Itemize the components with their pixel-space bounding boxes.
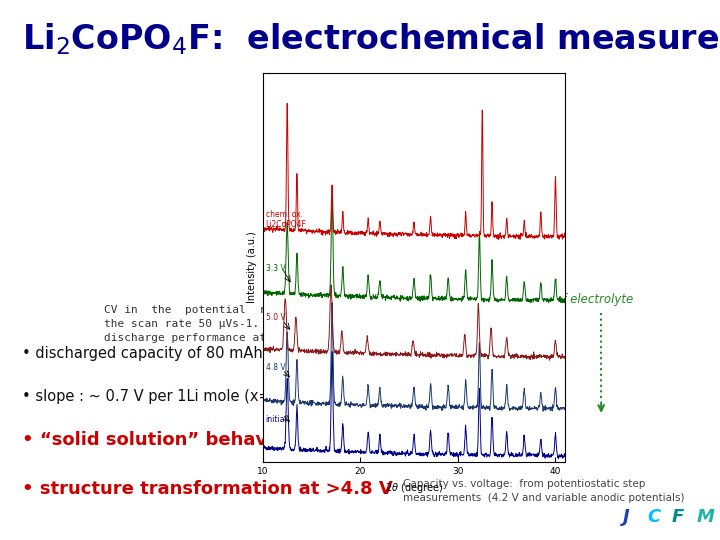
Text: C: C [647, 509, 660, 526]
Text: • slope : ~ 0.7 V per 1Li mole (x=1 at about 5.5 V): • slope : ~ 0.7 V per 1Li mole (x=1 at a… [22, 389, 394, 404]
Text: Li$_2$CoPO$_4$F:  electrochemical measurements: Li$_2$CoPO$_4$F: electrochemical measure… [22, 22, 720, 57]
Text: 5.0 V: 5.0 V [266, 313, 285, 322]
Text: upper limit of electrolyte: upper limit of electrolyte [487, 293, 634, 306]
Text: • discharged capacity of 80 mAh/g  ~  0.55 mole Li: • discharged capacity of 80 mAh/g ~ 0.55… [22, 346, 397, 361]
Text: chem. ox.
Li2CoPO4F: chem. ox. Li2CoPO4F [266, 210, 307, 229]
Text: • “solid solution” behavior: • “solid solution” behavior [22, 431, 294, 449]
Text: 4.8 V: 4.8 V [266, 363, 285, 372]
Text: initial: initial [266, 415, 287, 423]
Text: CV in  the  potential  range  3.0-5.1 V  at
the scan rate 50 μVs-1. The insert- : CV in the potential range 3.0-5.1 V at t… [104, 305, 395, 343]
Y-axis label: Intensity (a.u.): Intensity (a.u.) [247, 232, 257, 303]
Text: J: J [623, 509, 629, 526]
X-axis label: 2$\theta$ (degree): 2$\theta$ (degree) [384, 481, 444, 495]
Text: 3.3 V: 3.3 V [266, 264, 285, 273]
Text: Capacity vs. voltage:  from potentiostatic step
measurements  (4.2 V and variabl: Capacity vs. voltage: from potentiostati… [403, 480, 685, 503]
Text: • structure transformation at >4.8 V: • structure transformation at >4.8 V [22, 480, 392, 498]
Text: F: F [672, 509, 684, 526]
Text: M: M [696, 509, 714, 526]
